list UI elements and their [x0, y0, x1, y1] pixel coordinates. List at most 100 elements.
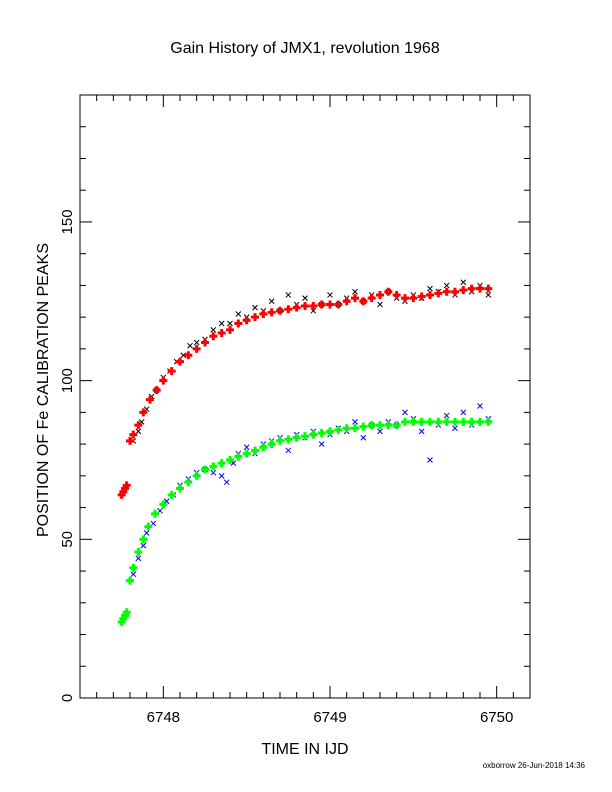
data-point — [402, 409, 408, 416]
data-point — [326, 427, 334, 436]
data-point — [140, 542, 147, 549]
data-point — [230, 460, 237, 467]
y-tick-label: 150 — [59, 209, 76, 234]
data-point — [443, 282, 450, 289]
data-point — [317, 428, 326, 437]
data-point — [130, 571, 137, 578]
data-point — [126, 436, 134, 445]
plot-frame — [79, 94, 531, 699]
data-point — [427, 457, 433, 463]
data-point — [243, 444, 250, 451]
data-point — [227, 320, 233, 327]
data-point — [452, 425, 458, 432]
data-point — [309, 430, 318, 439]
data-point — [180, 352, 187, 359]
data-point — [143, 406, 150, 413]
data-point — [268, 298, 275, 305]
data-point — [384, 287, 393, 296]
data-point — [392, 421, 401, 430]
data-point — [276, 436, 284, 445]
data-point — [151, 509, 159, 518]
data-point — [476, 417, 484, 426]
data-point — [334, 300, 343, 309]
data-point — [460, 409, 467, 416]
data-point — [267, 308, 276, 317]
data-point — [442, 417, 451, 426]
footer-timestamp: oxborrow 26-Jun-2018 14:36 — [483, 761, 586, 770]
series-1 — [117, 284, 493, 499]
data-point — [134, 548, 143, 557]
data-point — [218, 320, 225, 327]
data-point — [201, 465, 209, 474]
data-point — [418, 428, 425, 435]
data-point — [292, 433, 301, 442]
data-point — [376, 421, 384, 430]
data-point — [122, 481, 131, 490]
data-point — [235, 311, 242, 317]
data-point — [135, 555, 142, 562]
data-point — [157, 507, 163, 514]
chart-title: Gain History of JMX1, revolution 1968 — [170, 40, 440, 57]
data-point — [167, 367, 176, 376]
data-point — [143, 530, 150, 536]
data-point — [167, 490, 176, 499]
data-point — [434, 417, 443, 426]
data-point — [442, 287, 451, 296]
data-point — [193, 339, 200, 346]
y-axis-label: POSITION OF Fe CALIBRATION PEAKS — [35, 243, 52, 537]
axis-ticks — [79, 94, 531, 699]
data-point — [152, 386, 161, 395]
data-point — [217, 329, 226, 338]
data-point — [351, 424, 359, 433]
data-point — [327, 292, 333, 298]
data-point — [226, 455, 234, 464]
data-point — [122, 608, 131, 617]
data-point — [192, 344, 201, 353]
data-point — [285, 292, 292, 298]
data-point — [451, 417, 459, 426]
data-point — [285, 447, 292, 454]
data-point — [301, 432, 309, 441]
data-point — [126, 576, 134, 585]
data-point — [284, 305, 293, 314]
data-point — [367, 421, 376, 430]
data-point — [459, 286, 468, 295]
data-point — [234, 319, 243, 328]
data-point — [242, 316, 251, 325]
x-tick-label: 6748 — [147, 709, 180, 726]
data-point — [209, 462, 218, 471]
data-point — [360, 434, 367, 441]
data-point — [377, 428, 383, 435]
data-point — [259, 309, 268, 318]
data-point — [342, 297, 351, 306]
data-point — [234, 452, 243, 461]
data-point — [210, 469, 217, 476]
data-point — [484, 284, 493, 293]
data-point — [218, 472, 225, 479]
data-point — [201, 338, 209, 347]
series-3 — [117, 417, 493, 626]
data-point — [484, 417, 493, 426]
data-point — [426, 290, 434, 299]
y-tick-label: 0 — [59, 694, 76, 702]
data-point — [359, 297, 368, 306]
data-point — [451, 287, 459, 296]
data-point — [334, 425, 343, 434]
data-point — [163, 498, 170, 505]
data-point — [326, 300, 334, 309]
x-tick-label: 6749 — [313, 709, 346, 726]
y-tick-label: 50 — [59, 531, 76, 548]
data-point — [252, 304, 258, 311]
data-point — [267, 440, 276, 449]
data-point — [376, 290, 384, 299]
data-point — [417, 417, 426, 426]
data-point — [401, 294, 409, 303]
data-point — [187, 342, 193, 349]
data-point — [176, 357, 184, 366]
data-point — [259, 443, 268, 452]
data-point — [129, 563, 138, 572]
data-point — [309, 302, 318, 311]
data-point — [352, 288, 358, 295]
data-point — [138, 419, 145, 425]
data-points — [117, 279, 493, 626]
